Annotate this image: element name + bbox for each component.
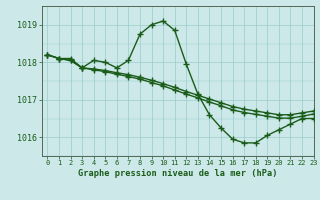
X-axis label: Graphe pression niveau de la mer (hPa): Graphe pression niveau de la mer (hPa) <box>78 169 277 178</box>
